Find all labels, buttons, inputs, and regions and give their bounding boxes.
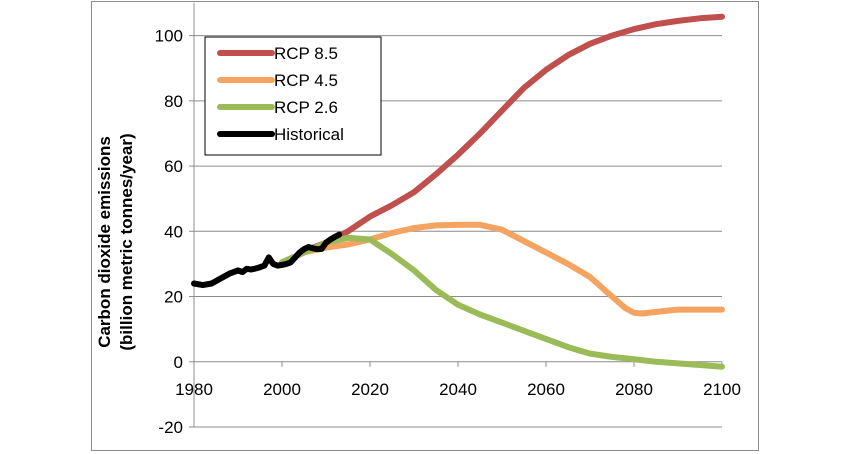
x-tick-label: 2020	[351, 380, 389, 399]
y-axis-label-line1: Carbon dioxide emissions	[95, 136, 114, 348]
series-line-rcp-8-5	[301, 13, 725, 254]
y-tick-label: 0	[174, 353, 183, 372]
legend-label-rcp-8-5: RCP 8.5	[274, 44, 338, 63]
legend-label-rcp-2-6: RCP 2.6	[274, 98, 338, 117]
y-axis-label: Carbon dioxide emissions (billion metric…	[95, 133, 136, 350]
y-tick-label: 60	[164, 157, 183, 176]
y-axis-label-line2: (billion metric tonnes/year)	[117, 133, 136, 350]
x-tick-label: 1980	[175, 380, 213, 399]
legend-label-historical: Historical	[274, 125, 344, 144]
y-tick-label: 20	[164, 288, 183, 307]
x-tick-label: 2060	[527, 380, 565, 399]
y-tick-label: 40	[164, 222, 183, 241]
series-line-historical	[191, 231, 343, 289]
x-tick-label: 2040	[439, 380, 477, 399]
y-tick-label: 100	[155, 27, 183, 46]
x-tick-label: 2100	[703, 380, 741, 399]
legend: RCP 8.5 RCP 4.5 RCP 2.6 Historical	[204, 36, 382, 156]
chart-frame: -20 0 20 40 60 80 100 1980 2000 2020 2040 2060 2080 2…	[91, 1, 759, 451]
legend-label-rcp-4-5: RCP 4.5	[274, 71, 338, 90]
y-tick-label: 80	[164, 92, 183, 111]
x-tick-label: 2080	[615, 380, 653, 399]
x-tick-label: 2000	[263, 380, 301, 399]
series-lines	[191, 13, 725, 370]
y-tick-label: -20	[158, 418, 183, 437]
series-line-rcp-2-6	[279, 234, 725, 370]
